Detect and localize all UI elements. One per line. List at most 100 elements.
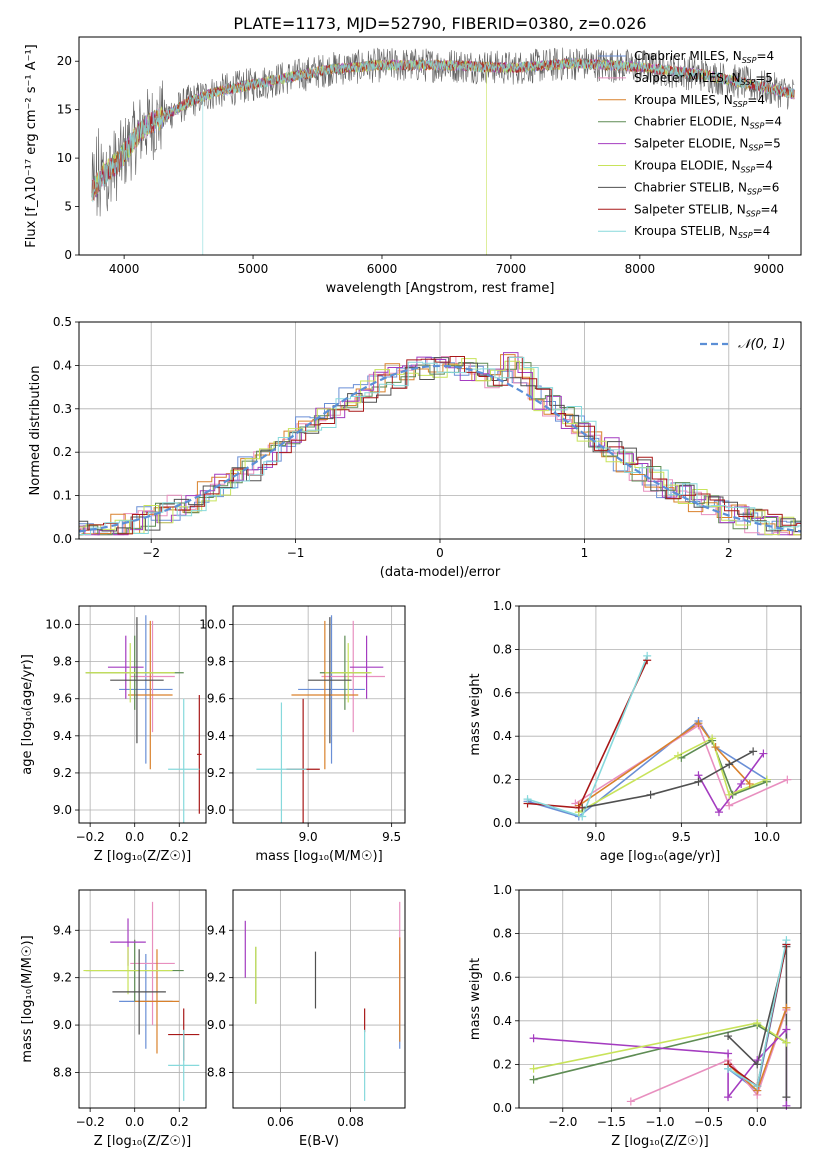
age-weight-marker-5 — [673, 751, 682, 760]
legend-nssp-value: =4 — [760, 202, 778, 216]
z-weight-marker-8 — [724, 1064, 733, 1073]
spectrum-tick-label-y: 0 — [64, 248, 72, 262]
z-age-tick-label-x: −0.2 — [76, 830, 105, 844]
legend-entry-6: Chabrier STELIB, NSSP=6 — [634, 180, 779, 196]
legend-nssp-label: , N — [730, 180, 747, 194]
residuals-panel: −2 −1 0 1 2 0.0 0.1 0.2 0.3 0.4 0.5 𝒩(0, 1) — [53, 315, 802, 560]
z-weight-marker-8 — [753, 1082, 762, 1091]
spectrum-tick-label-x: 5000 — [238, 262, 269, 276]
age-weight-xlabel: age [log₁₀(age/yr)] — [600, 849, 721, 864]
age-weight-tick-label-y: 1.0 — [493, 599, 512, 613]
legend-nssp-value: =4 — [756, 49, 774, 63]
mass-age-frame — [232, 605, 406, 824]
z-age-tick-label-x: 0.0 — [125, 830, 144, 844]
residuals-tick-label-x: 1 — [581, 546, 589, 560]
z-weight-tick-label-y: 0.0 — [493, 1101, 512, 1115]
z-weight-series-6 — [727, 946, 788, 1098]
z-weight-frame — [518, 889, 802, 1109]
spectrum-tick-label-y: 15 — [57, 103, 72, 117]
age-weight-frame — [518, 605, 802, 824]
mass-age-panel: 9.0 9.5 9.0 9.2 9.4 9.6 9.8 10.0 — [199, 605, 406, 844]
z-weight-tick-label-y: 0.2 — [493, 1057, 512, 1071]
z-age-xlabel: Z [log₁₀(Z/Z☉)] — [94, 849, 191, 864]
legend-nssp-label: , N — [721, 224, 738, 238]
residual-hist-1 — [79, 356, 801, 536]
residuals-tick-label-y: 0.5 — [53, 315, 72, 329]
legend-nssp-value: =5 — [763, 137, 781, 151]
z-weight-tick-label-y: 1.0 — [493, 883, 512, 897]
age-weight-marker-5 — [708, 734, 717, 743]
residuals-tick-label-y: 0.2 — [53, 445, 72, 459]
legend-entry-8: Kroupa STELIB, NSSP=4 — [634, 224, 770, 240]
age-weight-marker-6 — [646, 790, 655, 799]
mass-age-xlabel: mass [log₁₀(M/M☉)] — [255, 849, 382, 864]
spectrum-line-8 — [91, 58, 795, 255]
legend-model-name: Kroupa MILES — [634, 93, 716, 107]
z-age-plot-area — [85, 615, 202, 823]
residual-hist-7 — [79, 356, 801, 535]
z-age-tick-label-y: 9.4 — [53, 729, 72, 743]
age-weight-tick-label-x: 9.5 — [672, 830, 691, 844]
spectrum-line-7 — [91, 57, 795, 202]
z-mass-ylabel: mass [log₁₀(M/M☉)] — [20, 935, 35, 1062]
z-age-ylabel: age [log₁₀(age/yr)] — [20, 654, 35, 775]
mass-age-tick-label-x: 9.0 — [299, 830, 318, 844]
residuals-tick-label-x: 0 — [436, 546, 444, 560]
z-age-tick-label-y: 9.8 — [53, 655, 72, 669]
legend-nssp-value: =4 — [755, 159, 773, 173]
age-weight-marker-2 — [745, 779, 754, 788]
z-age-tick-label-y: 10.0 — [45, 618, 72, 632]
residuals-tick-label-x: −1 — [287, 546, 305, 560]
residual-hist-5 — [79, 358, 801, 536]
legend-nssp-label: , N — [733, 115, 750, 129]
ebv-mass-tick-label-x: 0.06 — [267, 1115, 294, 1129]
legend-nssp-label: , N — [716, 93, 733, 107]
z-mass-tick-label-x: −0.2 — [76, 1115, 105, 1129]
legend-nssp-label: , N — [724, 159, 741, 173]
legend-entry-0: Chabrier MILES, NSSP=4 — [634, 49, 774, 65]
age-weight-panel: 9.0 9.5 10.0 0.0 0.2 0.4 0.6 0.8 1.0 — [493, 599, 802, 844]
legend-entry-3: Chabrier ELODIE, NSSP=4 — [634, 115, 782, 131]
legend-model-name: Chabrier STELIB — [634, 180, 730, 194]
legend-entry-5: Kroupa ELODIE, NSSP=4 — [634, 159, 773, 175]
legend-nssp-subscript: SSP — [741, 78, 756, 87]
age-weight-marker-5 — [762, 775, 771, 784]
ebv-mass-tick-label-x: 0.08 — [337, 1115, 364, 1129]
z-mass-panel: −0.2 0.0 0.2 8.8 9.0 9.2 9.4 — [53, 889, 207, 1129]
z-weight-tick-label-y: 0.6 — [493, 970, 512, 984]
spectrum-panel: 4000 5000 6000 7000 8000 9000 0 5 10 15 20 Chabrier… — [57, 36, 802, 276]
ebv-mass-frame — [232, 889, 406, 1109]
age-weight-tick-label-y: 0.8 — [493, 642, 512, 656]
residuals-xlabel: (data-model)/error — [380, 565, 501, 580]
mass-age-tick-label-y: 9.8 — [207, 655, 226, 669]
z-mass-tick-label-y: 9.4 — [53, 923, 72, 937]
legend-nssp-subscript: SSP — [742, 56, 757, 65]
z-weight-xlabel: Z [log₁₀(Z/Z☉)] — [611, 1134, 708, 1149]
age-weight-marker-4 — [714, 808, 723, 817]
legend-nssp-label: , N — [724, 71, 741, 85]
age-weight-series-2 — [578, 722, 751, 807]
age-weight-tick-label-x: 9.0 — [586, 830, 605, 844]
spectrum-tick-label-x: 7000 — [496, 262, 527, 276]
z-age-tick-label-x: 0.2 — [170, 830, 189, 844]
z-weight-marker-5 — [782, 1038, 791, 1047]
residuals-tick-label-y: 0.1 — [53, 489, 72, 503]
residuals-ylabel: Normed distribution — [28, 366, 43, 496]
residuals-tick-label-x: −2 — [142, 546, 160, 560]
legend-nssp-value: =4 — [753, 224, 771, 238]
age-weight-marker-6 — [725, 760, 734, 769]
spectrum-ylabel: Flux [f_λ10⁻¹⁷ erg cm⁻² s⁻¹ A⁻¹] — [24, 44, 39, 248]
spectrum-tick-label-y: 5 — [64, 200, 72, 214]
legend-model-name: Salpeter ELODIE — [634, 137, 732, 151]
age-weight-marker-7 — [574, 803, 583, 812]
z-weight-marker-5 — [529, 1064, 538, 1073]
z-weight-marker-8 — [782, 936, 791, 945]
legend-entry-4: Salpeter ELODIE, NSSP=5 — [634, 137, 781, 153]
legend-model-name: Kroupa ELODIE — [634, 159, 724, 173]
residuals-tick-label-x: 2 — [725, 546, 733, 560]
mass-age-tick-label-y: 9.0 — [207, 803, 226, 817]
z-weight-marker-1 — [626, 1097, 635, 1106]
mass-age-tick-label-y: 9.6 — [207, 692, 226, 706]
age-weight-ylabel: mass weight — [468, 673, 483, 755]
residuals-tick-label-y: 0.4 — [53, 358, 72, 372]
